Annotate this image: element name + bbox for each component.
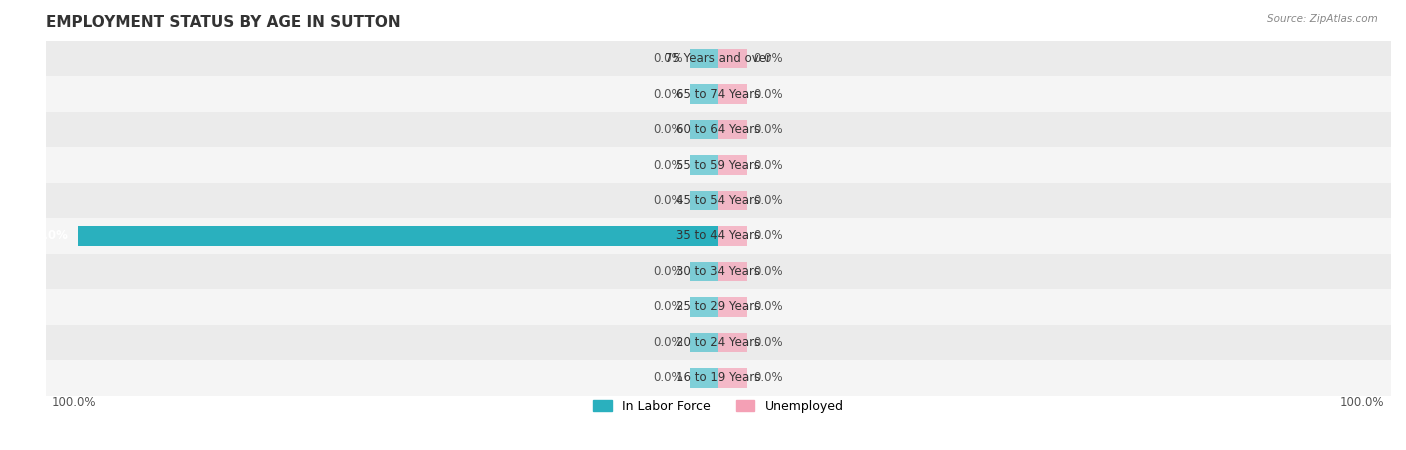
Bar [718, 297, 747, 317]
Bar [718, 333, 747, 352]
Text: 0.0%: 0.0% [754, 371, 783, 384]
Text: 0.0%: 0.0% [754, 123, 783, 136]
Text: Source: ZipAtlas.com: Source: ZipAtlas.com [1267, 14, 1378, 23]
Bar [77, 226, 718, 246]
Bar [689, 368, 718, 387]
Bar [689, 297, 718, 317]
Text: 0.0%: 0.0% [654, 371, 683, 384]
Bar [718, 261, 747, 281]
Text: 0.0%: 0.0% [754, 88, 783, 101]
Text: 0.0%: 0.0% [654, 194, 683, 207]
Bar [46, 147, 1391, 183]
Bar [718, 84, 747, 104]
Text: 0.0%: 0.0% [754, 158, 783, 171]
Text: 0.0%: 0.0% [754, 194, 783, 207]
Text: 0.0%: 0.0% [754, 230, 783, 243]
Bar [718, 226, 747, 246]
Bar [46, 289, 1391, 324]
Text: 25 to 29 Years: 25 to 29 Years [676, 300, 761, 313]
Bar [46, 360, 1391, 396]
Legend: In Labor Force, Unemployed: In Labor Force, Unemployed [588, 395, 848, 418]
Text: 100.0%: 100.0% [1340, 396, 1385, 409]
Text: 0.0%: 0.0% [654, 336, 683, 349]
Bar [46, 324, 1391, 360]
Bar [718, 368, 747, 387]
Bar [46, 183, 1391, 218]
Bar [718, 191, 747, 210]
Text: 0.0%: 0.0% [654, 158, 683, 171]
Text: 0.0%: 0.0% [654, 88, 683, 101]
Text: 30 to 34 Years: 30 to 34 Years [676, 265, 761, 278]
Bar [46, 254, 1391, 289]
Text: 60 to 64 Years: 60 to 64 Years [676, 123, 761, 136]
Bar [689, 120, 718, 140]
Text: 0.0%: 0.0% [654, 300, 683, 313]
Bar [689, 191, 718, 210]
Bar [46, 112, 1391, 147]
Bar [718, 155, 747, 175]
Text: 0.0%: 0.0% [654, 123, 683, 136]
Bar [46, 76, 1391, 112]
Text: 16 to 19 Years: 16 to 19 Years [676, 371, 761, 384]
Text: 0.0%: 0.0% [654, 52, 683, 65]
Text: 0.0%: 0.0% [654, 265, 683, 278]
Text: 0.0%: 0.0% [754, 265, 783, 278]
Text: EMPLOYMENT STATUS BY AGE IN SUTTON: EMPLOYMENT STATUS BY AGE IN SUTTON [46, 15, 401, 30]
Bar [46, 218, 1391, 254]
Text: 55 to 59 Years: 55 to 59 Years [676, 158, 761, 171]
Bar [689, 333, 718, 352]
Text: 45 to 54 Years: 45 to 54 Years [676, 194, 761, 207]
Bar [689, 261, 718, 281]
Bar [689, 84, 718, 104]
Bar [718, 49, 747, 68]
Text: 100.0%: 100.0% [20, 230, 67, 243]
Text: 0.0%: 0.0% [754, 300, 783, 313]
Text: 0.0%: 0.0% [754, 336, 783, 349]
Bar [46, 41, 1391, 76]
Text: 0.0%: 0.0% [754, 52, 783, 65]
Bar [689, 49, 718, 68]
Text: 20 to 24 Years: 20 to 24 Years [676, 336, 761, 349]
Bar [718, 120, 747, 140]
Text: 65 to 74 Years: 65 to 74 Years [676, 88, 761, 101]
Text: 35 to 44 Years: 35 to 44 Years [676, 230, 761, 243]
Text: 75 Years and over: 75 Years and over [665, 52, 772, 65]
Text: 100.0%: 100.0% [52, 396, 97, 409]
Bar [689, 155, 718, 175]
